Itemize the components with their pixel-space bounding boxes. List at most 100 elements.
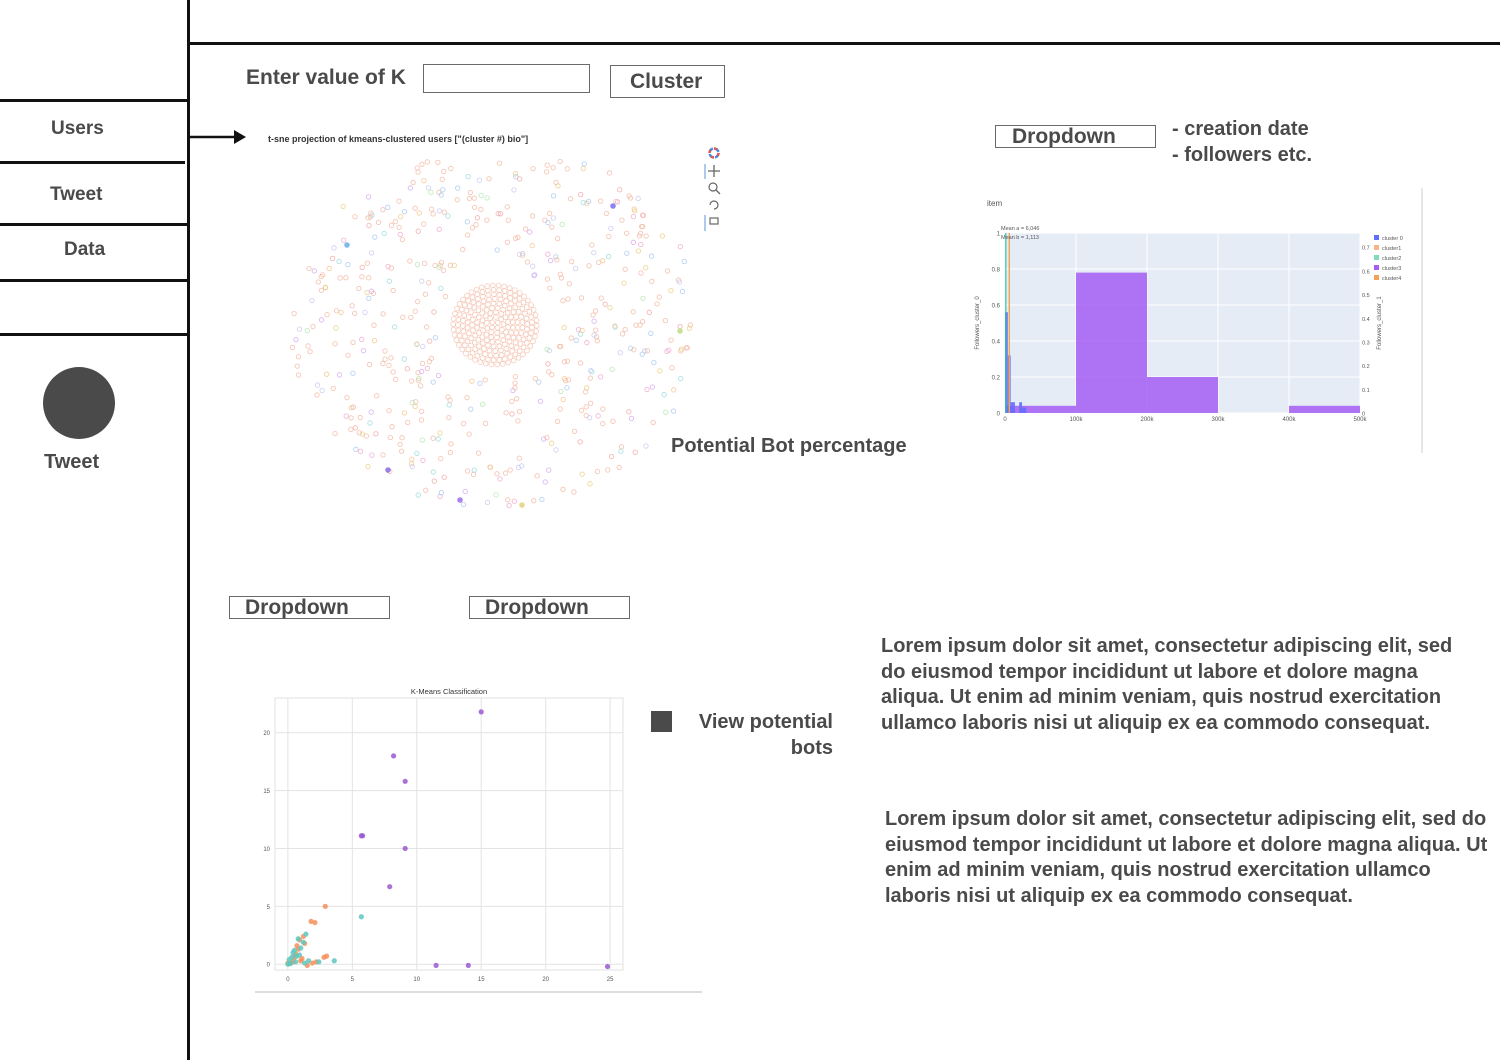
tsne-point	[532, 312, 539, 318]
k-value-input[interactable]	[423, 64, 590, 93]
tsne-point	[493, 352, 499, 359]
tsne-point	[512, 235, 519, 241]
sidebar-item-data[interactable]: Data	[64, 239, 106, 260]
tsne-point	[677, 243, 683, 250]
hist-legend-swatch	[1374, 235, 1379, 240]
tsne-point	[482, 313, 489, 319]
tsne-point	[468, 342, 474, 349]
tsne-point	[504, 350, 510, 357]
tsne-point	[425, 185, 432, 191]
tsne-point	[588, 367, 594, 374]
followers-histogram[interactable]: item 0 0.2 0.4 0.6 0.8 1 0 0.1 0.2 0.3 0.4 0.5 0.6 0.7…	[965, 188, 1430, 458]
tsne-point	[430, 379, 436, 385]
tsne-point	[608, 225, 614, 232]
tsne-point	[686, 325, 693, 331]
tsne-point	[548, 440, 555, 446]
tsne-point	[603, 210, 610, 217]
tsne-point	[489, 305, 495, 311]
view-bots-checkbox[interactable]	[651, 711, 672, 732]
hist-y-right-tick: 0.3	[1362, 340, 1370, 346]
tsne-point	[638, 270, 644, 276]
hist-legend-swatch	[1374, 255, 1379, 260]
tsne-point	[594, 338, 600, 344]
tsne-point	[626, 409, 632, 415]
tsne-point	[438, 259, 445, 266]
avatar[interactable]	[43, 367, 115, 439]
tsne-point	[651, 359, 657, 366]
tsne-point	[593, 327, 599, 333]
tsne-point	[489, 324, 495, 331]
dropdown-left[interactable]: Dropdown	[229, 596, 390, 619]
tsne-point	[465, 174, 471, 180]
tsne-point	[534, 473, 540, 479]
tsne-point	[494, 361, 500, 368]
sidebar-item-tweet[interactable]: Tweet	[50, 184, 103, 205]
tsne-point	[520, 351, 526, 358]
tsne-point	[579, 471, 585, 477]
kmeans-point	[478, 709, 484, 715]
tsne-point	[459, 337, 465, 344]
tsne-point	[524, 340, 530, 346]
tsne-point	[454, 197, 460, 203]
tsne-point	[524, 347, 530, 354]
tsne-point	[598, 198, 604, 204]
tsne-point	[503, 410, 509, 416]
tsne-point	[533, 322, 540, 329]
tsne-point	[490, 300, 497, 307]
tsne-point	[426, 358, 433, 365]
tsne-point	[578, 407, 585, 413]
tsne-point	[326, 265, 332, 272]
tsne-point	[331, 245, 337, 251]
dropdown-note-creation-date: - creation date	[1172, 118, 1309, 140]
tsne-point	[488, 329, 495, 336]
tsne-point	[363, 433, 369, 439]
tsne-point	[529, 319, 535, 326]
dropdown-top[interactable]: Dropdown	[995, 125, 1156, 148]
tsne-point	[415, 492, 421, 498]
tsne-point	[506, 285, 513, 291]
tsne-point	[512, 304, 519, 311]
tsne-point	[515, 464, 522, 471]
dropdown-mid[interactable]: Dropdown	[469, 596, 630, 619]
tsne-point	[619, 331, 626, 337]
tsne-point	[436, 208, 443, 214]
tsne-point	[578, 295, 585, 301]
tsne-point	[488, 361, 495, 368]
tsne-point	[380, 360, 386, 367]
hist-x-tick: 200k	[1140, 417, 1154, 423]
tsne-point	[544, 169, 550, 175]
tsne-point	[387, 434, 394, 441]
tsne-point	[643, 443, 649, 449]
sidebar-item-users[interactable]: Users	[51, 118, 104, 139]
tsne-point	[602, 301, 608, 307]
kmeans-scatter-plot[interactable]: K-Means Classification 0 5 10 15 20 25 0 5 10 15 20	[250, 684, 710, 999]
tsne-point	[547, 257, 554, 264]
tsne-point	[416, 210, 422, 216]
tsne-point	[485, 301, 491, 308]
tsne-point	[513, 396, 520, 402]
kmeans-x-tick: 0	[286, 977, 290, 983]
tsne-point	[451, 262, 457, 269]
view-bots-label: View potential bots	[698, 711, 833, 759]
hist-legend-swatch	[1374, 275, 1379, 280]
tsne-point	[415, 370, 421, 376]
tsne-point	[687, 322, 694, 328]
tsne-point	[505, 319, 511, 325]
tsne-scatter-plot[interactable]	[280, 155, 700, 520]
cluster-button[interactable]: Cluster	[610, 65, 725, 98]
tsne-point	[398, 448, 405, 454]
hist-x-tick: 300k	[1211, 417, 1225, 423]
tsne-point	[594, 468, 601, 475]
tsne-point	[515, 354, 522, 361]
tsne-point	[369, 452, 375, 458]
tsne-point	[512, 171, 519, 177]
tsne-point	[464, 325, 471, 331]
tsne-point	[472, 357, 478, 363]
tsne-point	[577, 360, 584, 366]
kmeans-x-tick: 10	[413, 977, 420, 983]
tsne-point	[630, 213, 637, 220]
tsne-point	[413, 399, 419, 405]
tsne-point	[518, 463, 525, 469]
tsne-point	[514, 324, 521, 331]
potential-bot-label: Potential Bot percentage	[671, 435, 907, 457]
